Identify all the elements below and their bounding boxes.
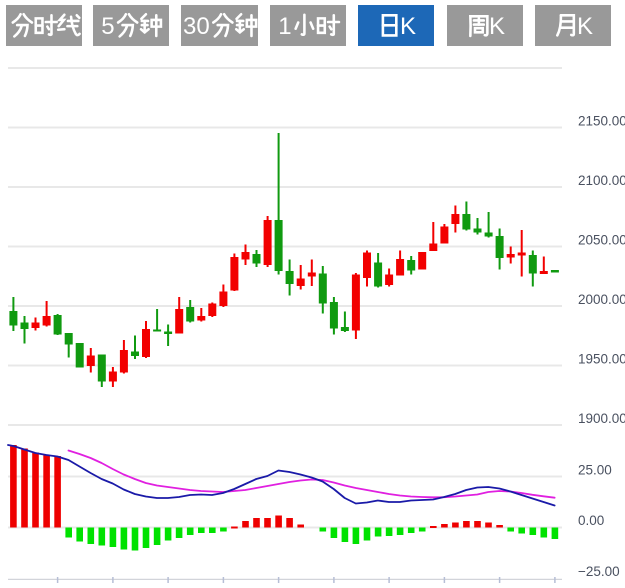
svg-text:2000.00: 2000.00 <box>578 292 625 307</box>
svg-text:2050.00: 2050.00 <box>578 233 625 248</box>
svg-text:25.00: 25.00 <box>578 463 612 478</box>
svg-text:K: K <box>400 13 416 40</box>
svg-text:1900.00: 1900.00 <box>578 411 625 426</box>
svg-text:K: K <box>577 13 593 40</box>
svg-text:2100.00: 2100.00 <box>578 173 625 188</box>
svg-text:30: 30 <box>183 13 210 40</box>
svg-text:2150.00: 2150.00 <box>578 114 625 129</box>
svg-text:K: K <box>489 13 505 40</box>
svg-text:1950.00: 1950.00 <box>578 352 625 367</box>
svg-text:0.00: 0.00 <box>578 513 604 528</box>
svg-text:−25.00: −25.00 <box>578 564 620 579</box>
svg-text:5: 5 <box>101 13 114 40</box>
svg-text:1: 1 <box>278 13 291 40</box>
